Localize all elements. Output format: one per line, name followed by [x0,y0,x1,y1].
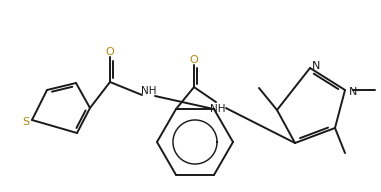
Text: NH: NH [141,86,157,96]
Text: N: N [312,61,320,71]
Text: NH: NH [210,104,226,114]
Text: O: O [190,55,199,65]
Text: S: S [22,117,30,127]
Text: N: N [349,87,357,97]
Text: O: O [106,47,114,57]
